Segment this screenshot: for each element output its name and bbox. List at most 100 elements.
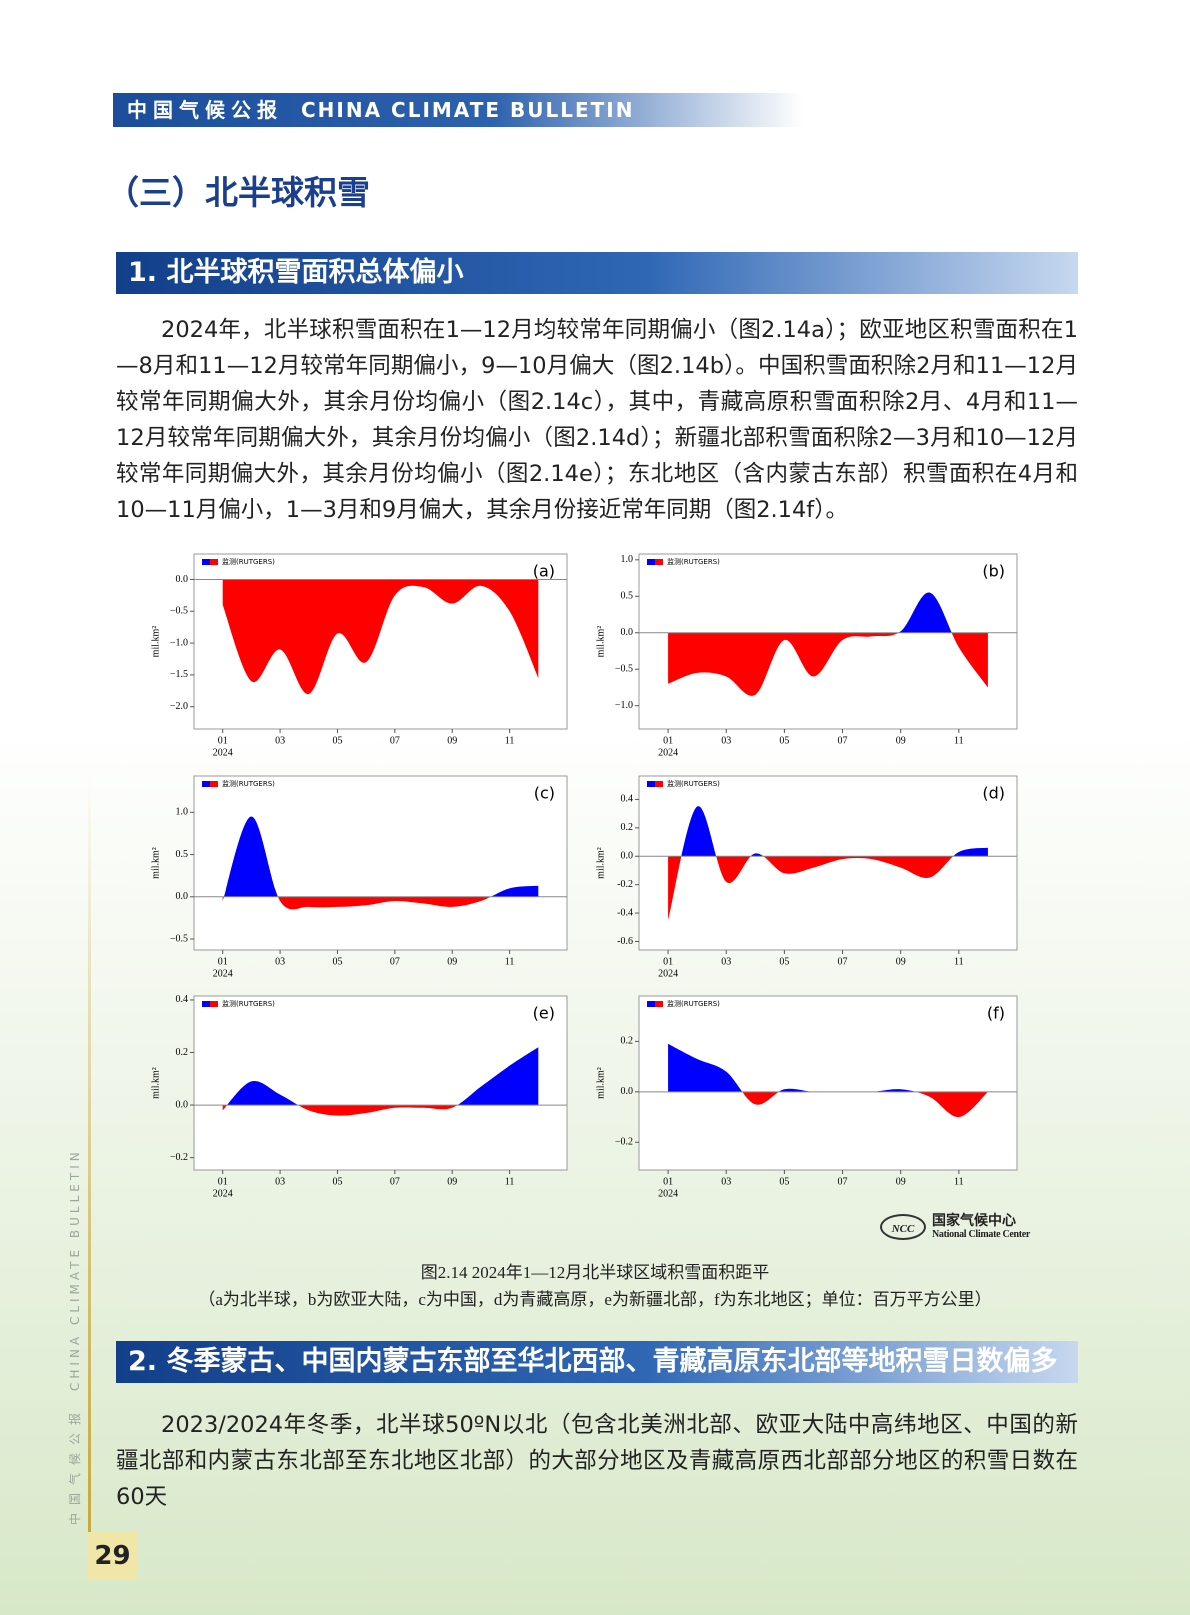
legend-label: 监测(RUTGERS) [667,779,720,788]
y-tick-label: 0.0 [621,1086,634,1097]
x-tick-label: 03 [275,735,285,746]
y-tick-label: -0.2 [617,879,633,890]
y-tick-label: 0.0 [621,851,634,862]
y-tick-label: −1.5 [170,669,188,680]
x-tick-label: 05 [332,956,342,967]
header-bar: 中国气候公报 CHINA CLIMATE BULLETIN [113,93,803,127]
x-tick-label: 07 [390,1176,400,1187]
y-tick-label: 0.2 [176,1047,189,1058]
header-title-en: CHINA CLIMATE BULLETIN [301,98,635,122]
legend-swatch [202,559,210,565]
legend-swatch [655,1001,663,1007]
y-axis-label: mil.km² [595,1067,606,1099]
legend-swatch [202,1001,210,1007]
x-tick-label: 01 [663,735,673,746]
legend-swatch [647,559,655,565]
x-tick-label: 01 [218,1176,228,1187]
panel-label: (c) [534,784,555,803]
x-tick-label: 11 [505,956,515,967]
x-sub-label: 2024 [658,1188,678,1199]
logo-en: National Climate Center [932,1229,1031,1240]
y-tick-label: 0.2 [621,822,634,833]
x-tick-label: 09 [896,1176,906,1187]
section-title: （三）北半球积雪 [106,173,370,212]
x-tick-label: 09 [447,735,457,746]
x-tick-label: 07 [390,735,400,746]
x-tick-label: 11 [505,735,515,746]
x-tick-label: 07 [390,956,400,967]
y-tick-label: 0.4 [621,794,634,805]
area [227,1047,539,1106]
panel-label: (d) [982,784,1005,803]
x-tick-label: 07 [838,956,848,967]
x-tick-label: 11 [954,1176,964,1187]
panel-label: (b) [982,562,1005,581]
y-tick-label: 0.5 [621,591,634,602]
logo-cn: 国家气候中心 [932,1213,1016,1229]
y-tick-label: −0.2 [170,1152,188,1163]
x-tick-label: 07 [838,735,848,746]
x-tick-label: 01 [218,735,228,746]
x-tick-label: 03 [275,1176,285,1187]
y-tick-label: −1.0 [170,637,188,648]
x-tick-label: 05 [332,735,342,746]
x-tick-label: 11 [505,1176,515,1187]
x-tick-label: 01 [663,1176,673,1187]
paragraph: 2024年，北半球积雪面积在1—12月均较常年同期偏小（图2.14a）；欧亚地区… [116,317,1078,523]
area [222,896,491,910]
y-tick-label: -0.6 [617,936,633,947]
x-tick-label: 03 [275,956,285,967]
y-tick-label: 0.2 [621,1036,634,1047]
area [668,1043,916,1092]
legend-label: 监测(RUTGERS) [667,999,720,1008]
legend-swatch [655,559,663,565]
area [668,592,988,633]
sidebar-cn: 中国气候公报 [68,1404,82,1525]
x-tick-label: 11 [954,956,964,967]
area [668,1091,988,1118]
sidebar-en: CHINA CLIMATE BULLETIN [68,1148,82,1391]
page-number: 29 [88,1532,137,1580]
legend-swatch [210,559,218,565]
area [222,579,539,695]
paragraph: 2023/2024年冬季，北半球50ºN以北（包含北美洲北部、欧亚大陆中高纬地区… [116,1412,1078,1510]
header-title-cn: 中国气候公报 [127,98,283,122]
logo: NCC 国家气候中心 National Climate Center [880,1210,1070,1246]
y-tick-label: 0.0 [176,574,189,585]
legend-label: 监测(RUTGERS) [667,557,720,566]
x-sub-label: 2024 [658,968,678,979]
y-tick-label: 1.0 [621,554,634,565]
legend-swatch [210,1001,218,1007]
logo-mark: NCC [880,1214,926,1240]
y-tick-label: 0.0 [176,1099,189,1110]
y-axis-label: mil.km² [150,1067,161,1099]
legend-label: 监测(RUTGERS) [222,999,275,1008]
heading: 2. 冬季蒙古、中国内蒙古东部至华北西部、青藏高原东北部等地积雪日数偏多 [116,1341,1078,1383]
y-tick-label: 0.5 [176,849,189,860]
caption-note: （a为北半球，b为欧亚大陆，c为中国，d为青藏高原，e为新疆北部，f为东北地区；… [198,1290,992,1309]
area [668,856,954,921]
x-tick-label: 05 [332,1176,342,1187]
x-tick-label: 03 [721,1176,731,1187]
y-tick-label: −2.0 [170,701,188,712]
legend-swatch [202,781,210,787]
x-tick-label: 01 [663,956,673,967]
y-axis-label: mil.km² [150,626,161,658]
x-sub-label: 2024 [658,747,678,758]
y-tick-label: −0.5 [170,606,188,617]
area [222,1105,539,1116]
y-tick-label: 0.0 [621,627,634,638]
legend-label: 监测(RUTGERS) [222,779,275,788]
y-tick-label: −0.5 [170,933,188,944]
x-sub-label: 2024 [213,747,233,758]
x-tick-label: 03 [721,735,731,746]
area [668,806,988,857]
y-tick-label: -0.4 [617,907,633,918]
y-axis-label: mil.km² [150,847,161,879]
